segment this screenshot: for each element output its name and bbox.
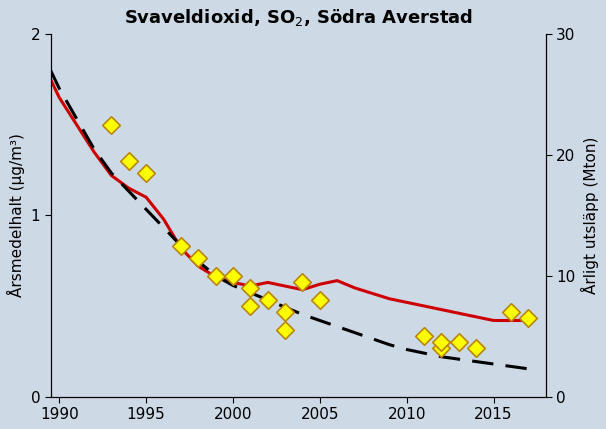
Point xyxy=(211,272,221,279)
Point xyxy=(280,308,290,315)
Point xyxy=(524,314,533,321)
Y-axis label: Årligt utsläpp (Mton): Årligt utsläpp (Mton) xyxy=(581,137,599,294)
Point xyxy=(141,169,151,176)
Point xyxy=(280,327,290,334)
Point xyxy=(176,242,185,249)
Point xyxy=(436,339,446,346)
Point xyxy=(245,284,255,291)
Point xyxy=(107,121,116,128)
Y-axis label: Årsmedelhalt (μg/m³): Årsmedelhalt (μg/m³) xyxy=(7,133,25,297)
Point xyxy=(419,333,429,340)
Point xyxy=(245,302,255,309)
Point xyxy=(471,345,481,352)
Point xyxy=(454,339,464,346)
Point xyxy=(124,157,133,164)
Point xyxy=(315,296,325,303)
Title: Svaveldioxid, SO$_2$, Södra Averstad: Svaveldioxid, SO$_2$, Södra Averstad xyxy=(124,7,473,28)
Point xyxy=(436,345,446,352)
Point xyxy=(298,278,307,285)
Point xyxy=(506,308,516,315)
Point xyxy=(228,272,238,279)
Point xyxy=(263,296,273,303)
Point xyxy=(193,254,203,261)
